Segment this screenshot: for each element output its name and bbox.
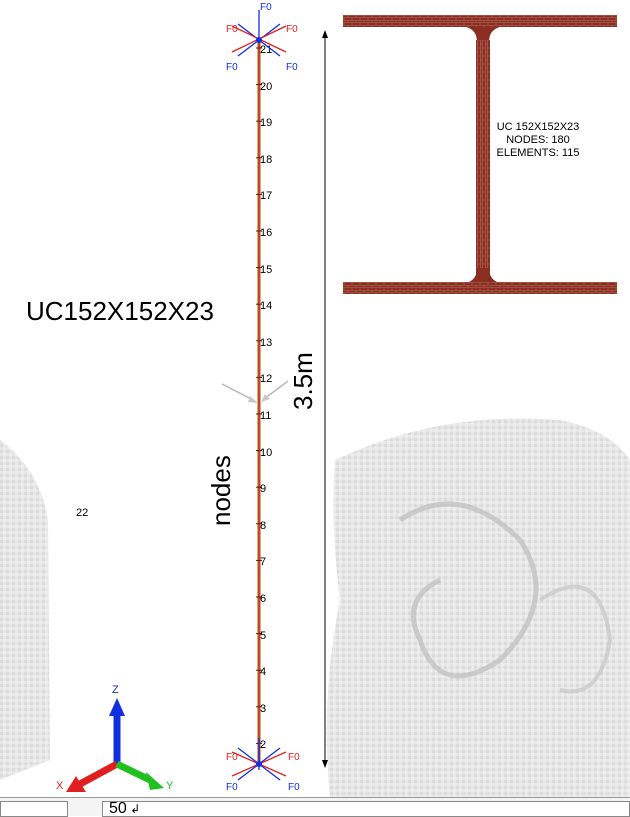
- node-label: 13: [260, 336, 273, 349]
- node-label: 18: [260, 153, 273, 166]
- support-label-bottom-lower-right: F0: [288, 782, 300, 793]
- support-label-top-right: F0: [286, 24, 298, 35]
- y-axis-arrow: [146, 772, 164, 790]
- node-label: 12: [260, 373, 273, 386]
- member-label: UC152X152X23: [26, 296, 214, 326]
- load-arrow-left-head: [248, 396, 258, 403]
- top-flange: [343, 15, 617, 27]
- node-label: 6: [260, 593, 267, 605]
- node-label: 8: [260, 519, 267, 532]
- node-label: 3: [260, 702, 267, 715]
- node-label: 5: [260, 629, 267, 642]
- section-name: UC 152X152X23: [496, 121, 580, 133]
- support-label-bottom-lower-left: F0: [226, 782, 238, 793]
- node-label: 11: [260, 410, 272, 422]
- stray-node-label: 22: [76, 507, 89, 519]
- node-label: 4: [260, 666, 267, 679]
- node-label: 14: [260, 300, 273, 313]
- background-coin-swirl: [398, 501, 539, 679]
- node-label: 2: [260, 739, 267, 752]
- x-axis-arrow: [66, 776, 86, 792]
- support-label-bottom-left: F0: [226, 752, 238, 763]
- bottom-flange: [343, 282, 617, 294]
- y-axis-label: Y: [166, 780, 174, 792]
- top-support: [231, 10, 287, 57]
- background-coin-left: [0, 440, 50, 780]
- background-coin-swirl-2: [538, 584, 613, 694]
- support-label-top-z: F0: [260, 2, 272, 13]
- node-label: 15: [260, 263, 273, 276]
- bottom-fillet: [466, 268, 500, 283]
- support-label-top-left: F0: [226, 24, 238, 35]
- node-label: 19: [260, 117, 273, 130]
- bottom-support: [231, 738, 287, 781]
- node-label: 20: [260, 80, 273, 93]
- node-label: 10: [260, 446, 273, 459]
- x-axis-label: X: [56, 780, 64, 792]
- z-axis-arrow: [109, 698, 125, 716]
- toolbar-caret: ↲: [126, 802, 141, 816]
- support-label-bottom-right: F0: [288, 752, 300, 763]
- support-label-top-lower-left: F0: [226, 62, 238, 73]
- background-coin-right: [326, 418, 630, 797]
- bottom-toolbar: 50 ↲: [0, 797, 630, 817]
- web: [476, 40, 490, 274]
- support-label-top-lower-right: F0: [286, 62, 298, 73]
- dimension-arrow-top: [322, 30, 328, 38]
- node-label: 16: [260, 227, 273, 239]
- toolbar-value: 50: [109, 801, 127, 817]
- section-node-count: NODES: 180: [506, 134, 570, 146]
- node-label: 17: [260, 190, 273, 203]
- section-element-count: ELEMENTS: 115: [496, 147, 580, 159]
- node-label: 9: [260, 483, 267, 496]
- load-arrow-right-head: [261, 394, 270, 402]
- z-axis-label: Z: [112, 684, 119, 696]
- dimension-arrow-bottom: [322, 760, 328, 768]
- node-label: 7: [260, 556, 267, 569]
- top-fillet: [466, 27, 500, 42]
